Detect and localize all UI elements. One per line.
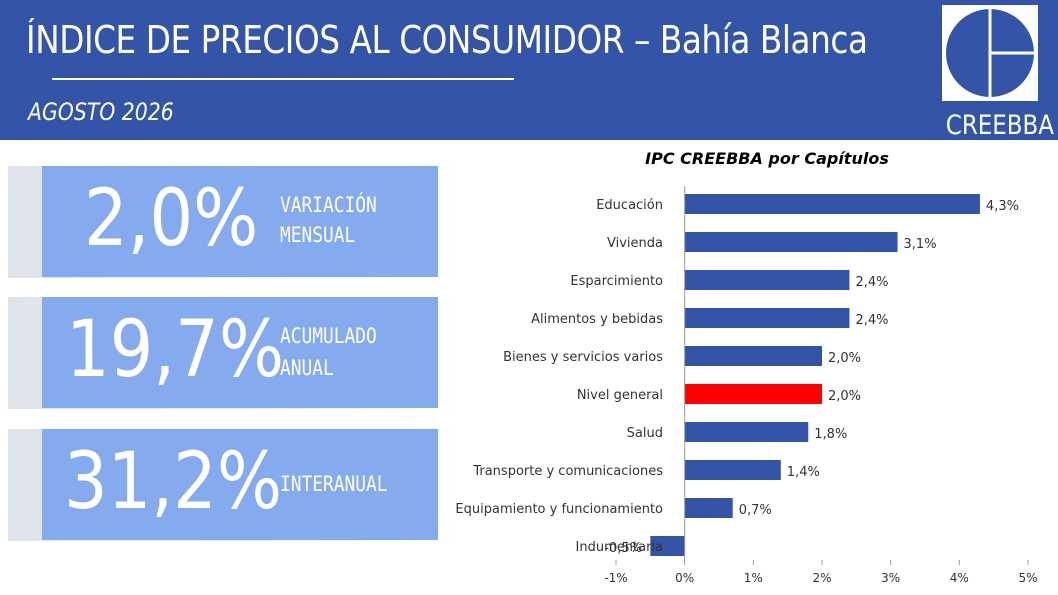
- chart-bar: [650, 536, 685, 556]
- accumulated-annual-value: 19,7%: [66, 305, 285, 395]
- category-label: Nivel general: [577, 388, 663, 403]
- accumulated-annual-label-line1: ACUMULADO: [280, 324, 377, 348]
- value-label: -0,5%: [604, 541, 642, 556]
- stat-card-interannual: 31,2% INTERANUAL: [42, 429, 438, 540]
- x-tick-label: 1%: [744, 571, 763, 585]
- monthly-variation-value: 2,0%: [84, 174, 259, 264]
- value-label: 3,1%: [904, 237, 937, 252]
- chart-bar: [684, 308, 850, 328]
- chart-bar: [684, 384, 822, 404]
- value-label: 1,8%: [814, 427, 847, 442]
- category-label: Indumentaria: [576, 540, 663, 555]
- ipc-chapters-chart: IPC CREEBBA por Capítulos Educación 4,3% V…: [455, 149, 1038, 585]
- x-tick-label: 2%: [812, 571, 831, 585]
- chart-title: IPC CREEBBA por Capítulos: [645, 149, 889, 168]
- logo-wordmark: CREEBBA: [945, 110, 1054, 141]
- x-tick-label: -1%: [604, 571, 627, 585]
- chart-bar: [684, 422, 809, 442]
- x-tick-label: 5%: [1018, 571, 1037, 585]
- x-tick-label: 0%: [675, 571, 694, 585]
- stat-card-accumulated: 19,7% ACUMULADO ANUAL: [42, 297, 438, 408]
- value-label: 1,4%: [787, 465, 820, 480]
- chart-bar: [684, 232, 898, 252]
- category-label: Vivienda: [607, 236, 663, 251]
- x-tick-label: 4%: [950, 571, 969, 585]
- category-label: Salud: [627, 426, 663, 441]
- category-label: Bienes y servicios varios: [503, 350, 663, 365]
- value-label: 2,0%: [828, 351, 861, 366]
- chart-bar: [684, 346, 822, 366]
- interannual-value: 31,2%: [64, 437, 283, 527]
- creebba-logo-icon: [942, 5, 1038, 101]
- page-title: ÍNDICE DE PRECIOS AL CONSUMIDOR – Bahía …: [26, 18, 868, 62]
- chart-plot-area: Educación 4,3% Vivienda 3,1% Esparcimiento 2,…: [455, 186, 1038, 585]
- monthly-variation-label-line1: VARIACIÓN: [280, 193, 377, 217]
- chart-bar: [684, 498, 733, 518]
- value-label: 4,3%: [986, 199, 1019, 214]
- value-label: 2,4%: [855, 313, 888, 328]
- category-label: Transporte y comunicaciones: [472, 464, 663, 479]
- monthly-variation-label-line2: MENSUAL: [280, 223, 356, 247]
- category-label: Esparcimiento: [570, 274, 663, 289]
- value-label: 0,7%: [739, 503, 772, 518]
- header-banner: ÍNDICE DE PRECIOS AL CONSUMIDOR – Bahía …: [0, 0, 1058, 141]
- chart-bar: [684, 270, 850, 290]
- stat-card-monthly: 2,0% VARIACIÓN MENSUAL: [42, 166, 438, 277]
- accumulated-annual-label-line2: ANUAL: [280, 356, 334, 380]
- period-subtitle: AGOSTO 2026: [28, 98, 174, 126]
- category-label: Equipamiento y funcionamiento: [455, 502, 663, 517]
- chart-bar: [684, 194, 980, 214]
- chart-bar: [684, 460, 781, 480]
- interannual-label: INTERANUAL: [280, 472, 388, 496]
- title-underline: [52, 78, 514, 80]
- value-label: 2,0%: [828, 389, 861, 404]
- category-label: Educación: [596, 198, 663, 213]
- category-label: Alimentos y bebidas: [531, 312, 663, 327]
- value-label: 2,4%: [855, 275, 888, 290]
- x-tick-label: 3%: [881, 571, 900, 585]
